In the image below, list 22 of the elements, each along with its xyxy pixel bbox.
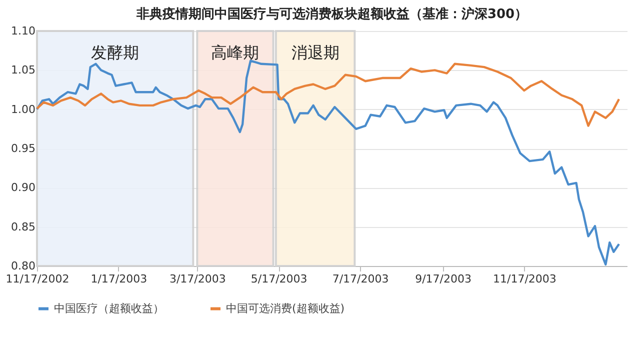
band-label: 高峰期 (211, 43, 260, 62)
band-label: 消退期 (291, 43, 340, 62)
y-tick-label: 1.05 (11, 64, 36, 77)
y-tick-label: 1.10 (11, 24, 36, 38)
x-tick-label: 1/17/2003 (90, 272, 148, 286)
y-tick-label: 1.00 (11, 102, 36, 116)
x-tick-label: 5/17/2003 (250, 272, 308, 286)
legend-label: 中国可选消费(超额收益) (226, 302, 345, 315)
y-tick-label: 0.90 (11, 181, 36, 194)
line-series (36, 60, 620, 266)
x-tick-label: 7/17/2003 (332, 272, 389, 286)
legend-label: 中国医疗（超额收益） (54, 302, 164, 315)
x-tick-label: 11/17/2003 (493, 272, 556, 286)
x-tick-label: 11/17/2002 (6, 272, 70, 286)
chart-title: 非典疫情期间中国医疗与可选消费板块超额收益（基准：沪深300） (135, 6, 528, 22)
line-series (36, 62, 620, 127)
x-tick-label: 3/17/2003 (169, 272, 226, 286)
y-tick-label: 0.85 (11, 220, 36, 234)
y-tick-label: 0.95 (11, 142, 36, 155)
band-label: 发酵期 (91, 43, 140, 62)
y-tick-label: 0.80 (11, 260, 36, 272)
x-tick-label: 9/17/2003 (415, 272, 472, 286)
